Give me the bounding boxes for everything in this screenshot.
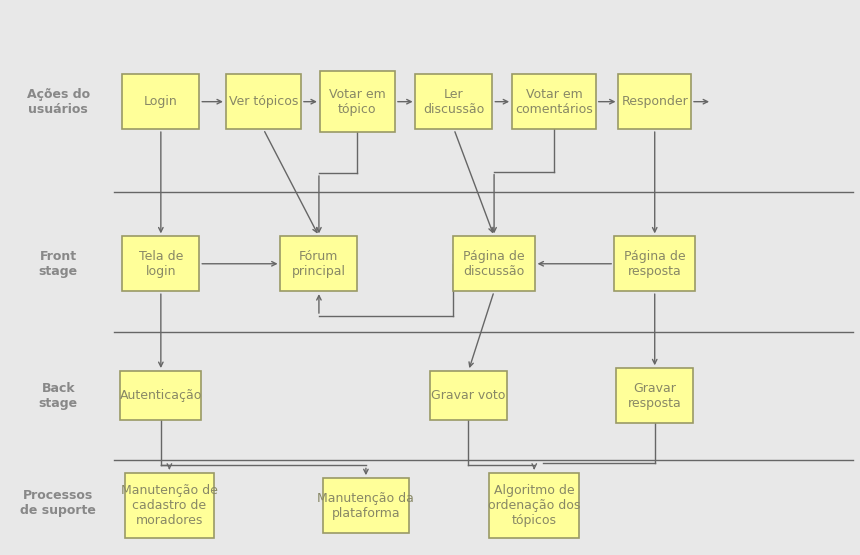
FancyBboxPatch shape: [320, 72, 395, 132]
Text: Gravar voto: Gravar voto: [431, 389, 506, 402]
FancyBboxPatch shape: [226, 74, 301, 129]
FancyBboxPatch shape: [614, 236, 695, 291]
FancyBboxPatch shape: [122, 236, 200, 291]
Text: Página de
resposta: Página de resposta: [624, 250, 685, 278]
Text: Ver tópicos: Ver tópicos: [229, 95, 298, 108]
FancyBboxPatch shape: [125, 472, 214, 538]
Text: Fórum
principal: Fórum principal: [292, 250, 346, 278]
FancyBboxPatch shape: [280, 236, 358, 291]
Text: Front
stage: Front stage: [39, 250, 78, 278]
Text: Página de
discussão: Página de discussão: [464, 250, 525, 278]
FancyBboxPatch shape: [489, 472, 579, 538]
FancyBboxPatch shape: [120, 371, 201, 420]
Text: Ações do
usuários: Ações do usuários: [27, 88, 90, 115]
Text: Login: Login: [144, 95, 178, 108]
Text: Algoritmo de
ordenação dos
tópicos: Algoritmo de ordenação dos tópicos: [488, 484, 580, 527]
Text: Manutenção da
plataforma: Manutenção da plataforma: [317, 492, 415, 519]
FancyBboxPatch shape: [618, 74, 691, 129]
FancyBboxPatch shape: [122, 74, 200, 129]
Text: Ler
discussão: Ler discussão: [423, 88, 484, 115]
Text: Autenticação: Autenticação: [120, 389, 202, 402]
Text: Processos
de suporte: Processos de suporte: [21, 489, 96, 517]
FancyBboxPatch shape: [323, 478, 408, 533]
FancyBboxPatch shape: [430, 371, 507, 420]
Text: Back
stage: Back stage: [39, 382, 78, 410]
Text: Tela de
login: Tela de login: [138, 250, 183, 278]
Text: Responder: Responder: [621, 95, 688, 108]
Text: Manutenção de
cadastro de
moradores: Manutenção de cadastro de moradores: [121, 484, 218, 527]
Text: Votar em
comentários: Votar em comentários: [515, 88, 593, 115]
Text: Gravar
resposta: Gravar resposta: [628, 382, 682, 410]
FancyBboxPatch shape: [453, 236, 535, 291]
FancyBboxPatch shape: [415, 74, 493, 129]
FancyBboxPatch shape: [617, 368, 693, 423]
Text: Votar em
tópico: Votar em tópico: [329, 88, 386, 115]
FancyBboxPatch shape: [512, 74, 596, 129]
